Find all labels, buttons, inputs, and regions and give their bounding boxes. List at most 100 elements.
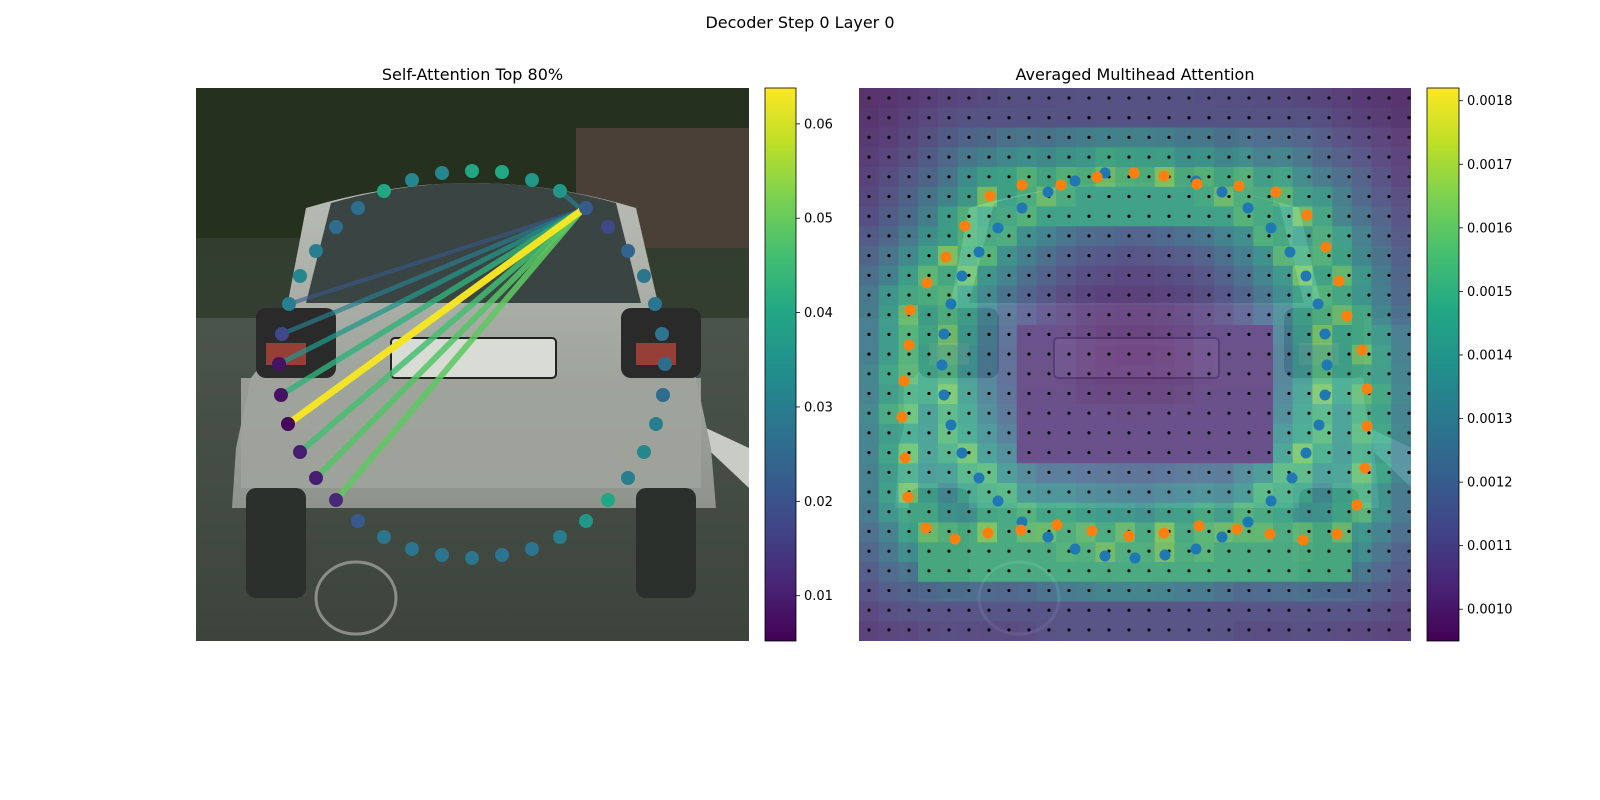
grid-dot [1207,588,1211,593]
orange-point-14 [1331,528,1343,540]
keypoint-11 [656,388,670,402]
heat-cell [1095,265,1116,286]
heat-cell [977,581,998,602]
grid-dot [1147,510,1151,514]
heat-cell [977,107,998,128]
grid-dot [967,293,971,297]
grid-dot [1087,411,1091,415]
grid-dot [1287,273,1291,277]
heat-cell [1135,325,1156,346]
grid-dot [1047,332,1051,336]
right-axes [859,88,1411,641]
heat-cell [1253,344,1274,365]
grid-dot [1007,214,1011,218]
colorbar-tick-label-3: 0.0013 [1467,412,1513,427]
heat-cell [1135,285,1156,306]
heat-cell [977,206,998,227]
grid-dot [1227,372,1231,376]
heat-cell [1154,226,1175,247]
grid-dot [1007,273,1011,277]
heat-cell [977,305,998,326]
heat-cell [1174,483,1195,504]
heat-cell [1233,147,1254,168]
keypoint-0 [465,164,479,178]
colorbar-tick-label-1: 0.02 [804,495,833,510]
keypoint-38 [405,173,419,187]
grid-dot [1147,293,1151,297]
heat-cell [1292,325,1313,346]
grid-dot [1067,313,1071,317]
grid-dot [947,372,951,376]
heat-cell [1016,364,1037,385]
heat-cell [1095,621,1116,641]
keypoint-9 [655,327,669,341]
grid-dot [1267,194,1271,199]
heat-cell [1332,443,1353,464]
heat-cell [1332,344,1353,365]
heat-cell [918,601,939,622]
orange-point-33 [921,277,933,289]
heat-cell [1174,226,1195,247]
grid-dot [967,194,971,199]
heat-cell [1135,384,1156,405]
grid-dot [1287,313,1291,317]
grid-dot [1347,588,1351,593]
orange-point-29 [896,411,908,423]
grid-dot [1347,175,1351,179]
heat-cell [1233,186,1254,207]
heat-cell [1213,107,1235,128]
grid-dot [927,470,931,474]
heat-cell [1253,285,1274,306]
heat-cell [1332,206,1353,227]
heat-cell [1154,147,1175,168]
grid-dot [1247,431,1251,435]
heat-cell [1135,601,1156,622]
heat-cell [1371,285,1392,306]
grid-dot [907,628,911,632]
heat-cell [1253,621,1274,641]
grid-dot [887,451,891,455]
heat-cell [1115,186,1136,207]
heat-cell [1371,522,1392,543]
grid-dot [967,372,971,376]
heat-cell [1135,107,1156,128]
grid-dot [1227,175,1231,179]
grid-dot [1227,332,1231,336]
grid-dot [947,569,951,573]
grid-dot [1167,608,1171,612]
grid-dot [907,234,911,238]
grid-dot [867,116,871,120]
colorbar-tick-label-5: 0.0015 [1467,285,1513,300]
grid-dot [1047,451,1051,455]
heat-cell [1391,601,1411,622]
grid-dot [987,431,991,435]
grid-dot [1227,391,1231,396]
grid-dot [1347,273,1351,277]
heat-cell [1292,384,1313,405]
grid-dot [1307,352,1311,356]
grid-dot [927,214,931,218]
grid-dot [927,549,931,553]
heat-cell [1174,562,1195,583]
heat-cell [1174,423,1195,444]
heat-cell [1194,206,1215,227]
grid-dot [1387,490,1391,494]
grid-dot [1047,470,1051,474]
grid-dot [1247,313,1251,317]
heat-cell [1292,186,1313,207]
heat-cell [1154,344,1175,365]
grid-dot [1087,510,1091,514]
heat-cell [1292,305,1313,326]
grid-dot [1347,135,1351,139]
grid-dot [1407,293,1411,297]
colorbar-tick-label-4: 0.05 [804,212,833,227]
heat-cell [1351,443,1373,464]
colorbar-tick-label-0: 0.01 [804,589,833,604]
grid-dot [927,628,931,632]
grid-dot [1047,135,1051,139]
heat-cell [1135,206,1156,227]
grid-dot [1267,569,1271,573]
keypoint-16 [579,514,593,528]
grid-dot [947,352,951,356]
grid-dot [1387,135,1391,139]
